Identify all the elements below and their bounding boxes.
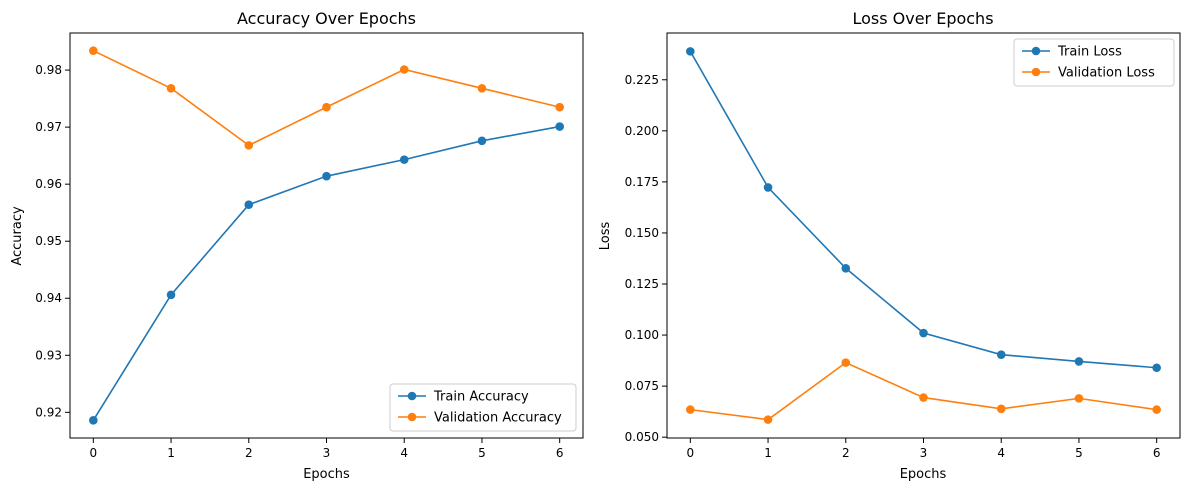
legend-label: Validation Loss [1058,66,1155,81]
x-tick-label: 1 [167,446,175,460]
data-point [841,358,851,367]
loss-axes: 0 1 2 3 4 5 6 0.050 0.075 0.100 0.125 0.150 0.175 0.2… [625,73,1161,460]
x-tick-label: 0 [89,446,97,460]
legend-marker [407,412,417,422]
data-point [477,84,487,93]
y-axis-label: Loss [598,222,613,251]
chart-title: Accuracy Over Epochs [237,9,416,28]
y-axis-label: Accuracy [10,206,25,266]
series-line [689,50,1157,369]
legend-marker [407,391,417,401]
data-point [1074,394,1084,403]
x-tick-label: 5 [1075,446,1083,460]
chart-title: Loss Over Epochs [852,9,993,28]
data-point [244,200,254,209]
data-point [555,122,564,131]
x-tick-label: 1 [764,446,772,460]
data-point [399,65,409,74]
loss-chart: Loss Over Epochs Epochs Loss 0 1 2 3 4 5 6 0.05… [598,9,1181,482]
accuracy-series [89,46,564,425]
data-point [322,171,331,181]
x-tick-label: 3 [323,446,331,460]
data-point [89,46,98,55]
y-tick-label: 0.225 [625,73,659,87]
x-tick-label: 4 [997,446,1005,460]
legend-marker [1031,46,1041,56]
y-tick-label: 0.93 [35,348,62,362]
legend-label: Validation Accuracy [434,411,562,426]
y-tick-label: 0.92 [35,405,62,419]
data-point [555,102,564,112]
series-line [92,49,560,147]
x-tick-label: 0 [686,446,694,460]
x-tick-label: 6 [556,446,564,460]
y-tick-label: 0.98 [35,63,62,77]
series-line [92,125,560,421]
data-point [996,404,1006,414]
y-tick-label: 0.075 [625,379,659,393]
data-point [919,393,928,402]
data-point [1074,357,1084,366]
data-point [686,47,695,56]
data-point [763,183,773,192]
x-tick-label: 5 [478,446,486,460]
y-tick-label: 0.94 [35,291,62,305]
y-tick-label: 0.200 [625,124,659,138]
legend-box [1013,38,1175,87]
data-point [399,155,409,164]
series-line [690,361,1157,421]
y-tick-label: 0.175 [625,175,659,189]
data-point [1152,363,1161,373]
loss-legend: Train Loss Validation Loss [1013,38,1175,87]
data-point [89,416,98,425]
y-tick-label: 0.100 [625,328,659,342]
data-point [763,415,773,424]
legend-box [389,383,577,432]
y-tick-label: 0.150 [625,226,659,240]
data-point [996,350,1006,359]
legend-label: Train Accuracy [433,390,529,405]
legend-label: Train Loss [1057,45,1122,60]
x-tick-label: 2 [245,446,253,460]
x-axis-label: Epochs [900,467,947,482]
x-tick-label: 4 [400,446,408,460]
data-point [477,136,487,146]
plot-frame [666,32,1181,439]
accuracy-axes: 0 1 2 3 4 5 6 0.92 0.93 0.94 0.95 0.96 0.97 0.98 [35,63,563,460]
x-tick-label: 6 [1153,446,1161,460]
data-point [322,102,331,112]
plot-frame [69,32,584,439]
y-tick-label: 0.97 [35,120,62,134]
data-point [1152,405,1161,414]
x-tick-label: 2 [842,446,850,460]
data-point [919,328,928,338]
data-point [166,290,176,300]
y-tick-label: 0.050 [625,430,659,444]
accuracy-legend: Train Accuracy Validation Accuracy [389,383,577,432]
data-point [686,405,695,414]
accuracy-chart: Accuracy Over Epochs Epochs Accuracy 0 1 2… [10,9,584,482]
y-tick-label: 0.95 [35,234,62,248]
y-tick-label: 0.96 [35,177,62,191]
data-point [841,263,851,273]
data-point [166,84,176,93]
x-tick-label: 3 [920,446,928,460]
loss-series [686,47,1161,424]
legend-marker [1031,67,1041,77]
x-axis-label: Epochs [303,467,350,482]
y-tick-label: 0.125 [625,277,659,291]
data-point [244,141,254,150]
